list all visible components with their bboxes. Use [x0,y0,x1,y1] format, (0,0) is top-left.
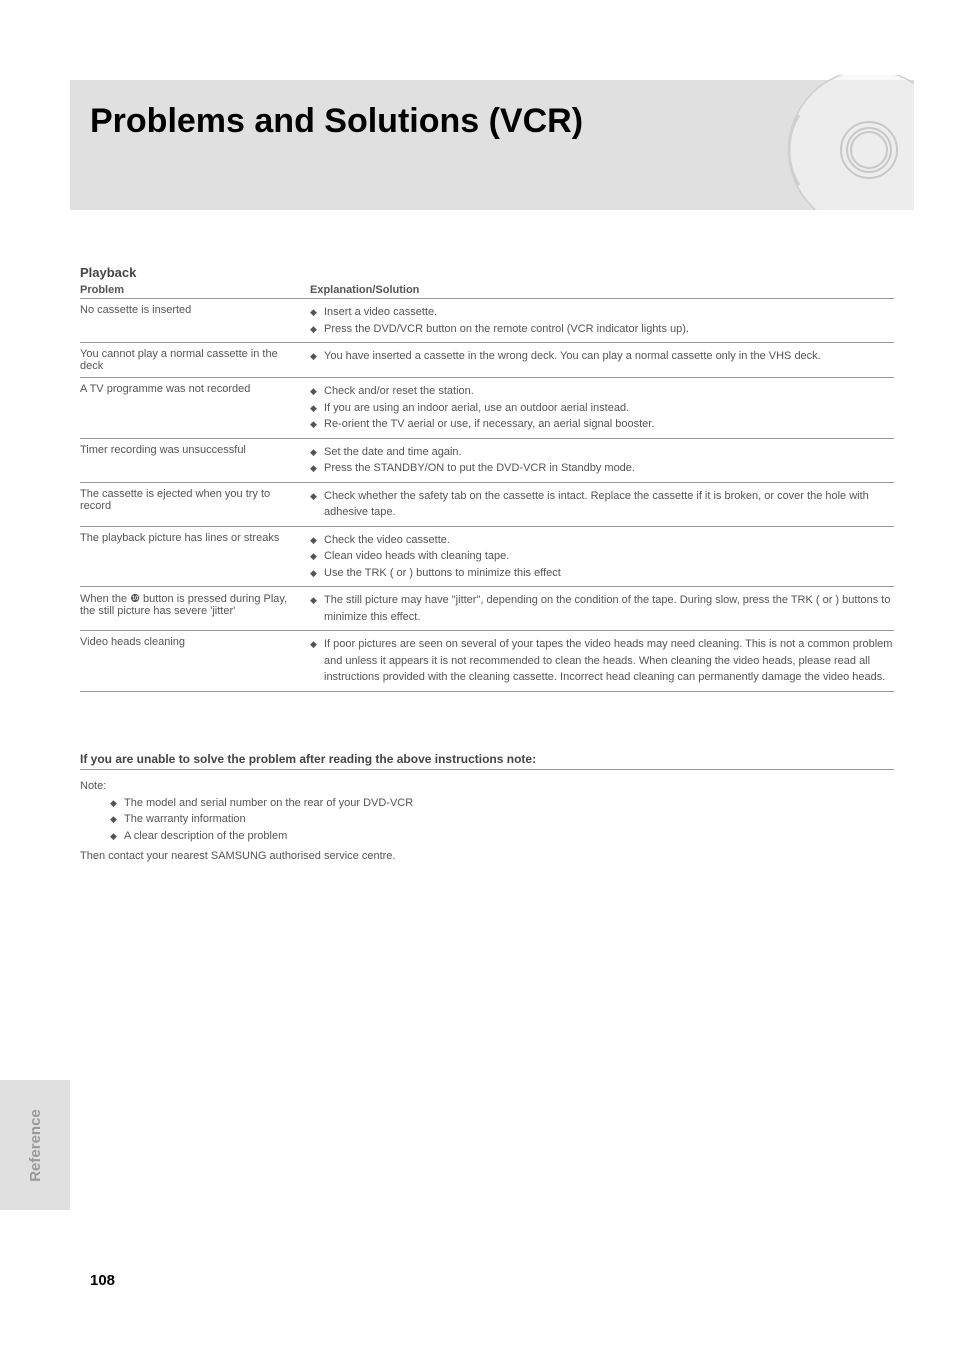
diamond-icon: ◆ [310,548,324,564]
diamond-icon: ◆ [310,460,324,476]
diamond-icon: ◆ [310,636,324,652]
section-heading: Playback [80,265,894,280]
header-explanation: Explanation/Solution [310,284,894,296]
table-row: Timer recording was unsuccessful ◆Set th… [80,439,894,483]
bottom-intro: Note: [80,780,894,792]
side-tab: Reference [0,1080,70,1210]
table-row: You cannot play a normal cassette in the… [80,343,894,378]
explanation-text: Clean video heads with cleaning tape. [324,548,894,565]
explanation-text: The still picture may have "jitter", dep… [324,592,894,625]
table-row: When the ❿ button is pressed during Play… [80,587,894,631]
explanation-text: Use the TRK ( or ) buttons to minimize t… [324,565,894,582]
bottom-section: If you are unable to solve the problem a… [80,752,894,863]
problem-cell: The cassette is ejected when you try to … [80,488,310,521]
header-banner: Problems and Solutions (VCR) [70,80,914,210]
diamond-icon: ◆ [310,321,324,337]
problems-table: Problem Explanation/Solution No cassette… [80,284,894,692]
bottom-note: Then contact your nearest SAMSUNG author… [80,850,894,862]
diamond-icon: ◆ [310,400,324,416]
diamond-icon: ◆ [310,304,324,320]
explanation-text: Re-orient the TV aerial or use, if neces… [324,416,894,433]
bottom-heading: If you are unable to solve the problem a… [80,752,894,770]
diamond-icon: ◆ [310,532,324,548]
explanation-text: Check the video cassette. [324,532,894,549]
diamond-icon: ◆ [110,795,124,812]
explanation-text: If poor pictures are seen on several of … [324,636,894,686]
explanation-text: You have inserted a cassette in the wron… [324,348,894,365]
problem-cell: When the ❿ button is pressed during Play… [80,592,310,625]
disc-icon [764,75,914,225]
explanation-text: Press the STANDBY/ON to put the DVD-VCR … [324,460,894,477]
table-header-row: Problem Explanation/Solution [80,284,894,299]
table-row: Video heads cleaning ◆If poor pictures a… [80,631,894,692]
page-number: 108 [90,1272,115,1289]
diamond-icon: ◆ [310,348,324,364]
problem-cell: The playback picture has lines or streak… [80,532,310,582]
problem-cell: Video heads cleaning [80,636,310,686]
problem-cell: Timer recording was unsuccessful [80,444,310,477]
explanation-text: If you are using an indoor aerial, use a… [324,400,894,417]
diamond-icon: ◆ [110,828,124,845]
explanation-text: Check and/or reset the station. [324,383,894,400]
bottom-item-text: The model and serial number on the rear … [124,795,413,812]
table-row: No cassette is inserted ◆Insert a video … [80,299,894,343]
diamond-icon: ◆ [310,444,324,460]
bottom-item-text: The warranty information [124,811,246,828]
explanation-text: Check whether the safety tab on the cass… [324,488,894,521]
header-problem: Problem [80,284,310,296]
page-title: Problems and Solutions (VCR) [90,102,583,141]
diamond-icon: ◆ [310,383,324,399]
explanation-text: Press the DVD/VCR button on the remote c… [324,321,894,338]
diamond-icon: ◆ [110,811,124,828]
problem-cell: No cassette is inserted [80,304,310,337]
problem-cell: You cannot play a normal cassette in the… [80,348,310,372]
bottom-item-text: A clear description of the problem [124,828,287,845]
diamond-icon: ◆ [310,565,324,581]
table-row: The cassette is ejected when you try to … [80,483,894,527]
diamond-icon: ◆ [310,488,324,504]
table-row: The playback picture has lines or streak… [80,527,894,588]
content-area: Playback Problem Explanation/Solution No… [80,265,894,862]
diamond-icon: ◆ [310,416,324,432]
explanation-text: Insert a video cassette. [324,304,894,321]
problem-cell: A TV programme was not recorded [80,383,310,433]
diamond-icon: ◆ [310,592,324,608]
explanation-text: Set the date and time again. [324,444,894,461]
side-tab-label: Reference [27,1109,44,1182]
table-row: A TV programme was not recorded ◆Check a… [80,378,894,439]
